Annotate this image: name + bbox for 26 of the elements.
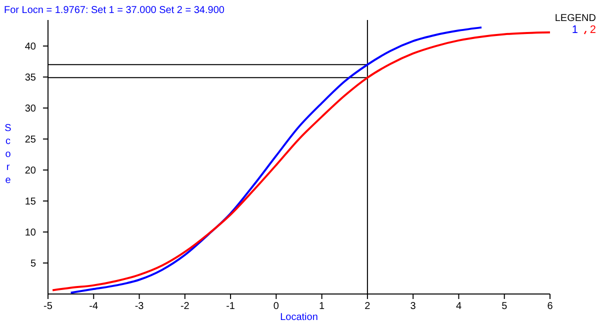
x-tick-label: 4 [456, 301, 462, 312]
legend-label: 2 [590, 24, 596, 36]
x-tick-label: -3 [134, 301, 144, 312]
y-tick-label: 10 [24, 228, 36, 239]
y-tick-label: 40 [24, 42, 36, 53]
x-tick-label: 6 [547, 301, 554, 312]
x-tick-label: -4 [89, 301, 99, 312]
y-tick-label: 20 [24, 166, 36, 177]
y-tick-label: 35 [24, 72, 36, 84]
chart-title: For Locn = 1.9767: Set 1 = 37.000 Set 2 = 34.900 [4, 5, 225, 16]
x-tick-label: 1 [319, 301, 326, 312]
x-tick-label: 5 [502, 301, 508, 312]
y-axis-title: Score [4, 123, 12, 186]
y-tick-label: 15 [24, 196, 36, 208]
x-tick-label: 3 [410, 301, 416, 312]
x-tick-label: 2 [364, 301, 371, 312]
legend-title: LEGEND [554, 13, 596, 24]
y-tick-label: 25 [24, 134, 36, 146]
y-tick-label: 30 [24, 104, 36, 115]
x-tick-label: -2 [180, 301, 190, 312]
y-tick-label: 5 [30, 258, 36, 270]
text: 1 [572, 24, 578, 36]
x-tick-label: -5 [44, 301, 53, 312]
x-tick-label: 0 [273, 301, 280, 312]
x-tick-label: -1 [226, 301, 236, 312]
x-axis-title: Location [280, 312, 318, 322]
